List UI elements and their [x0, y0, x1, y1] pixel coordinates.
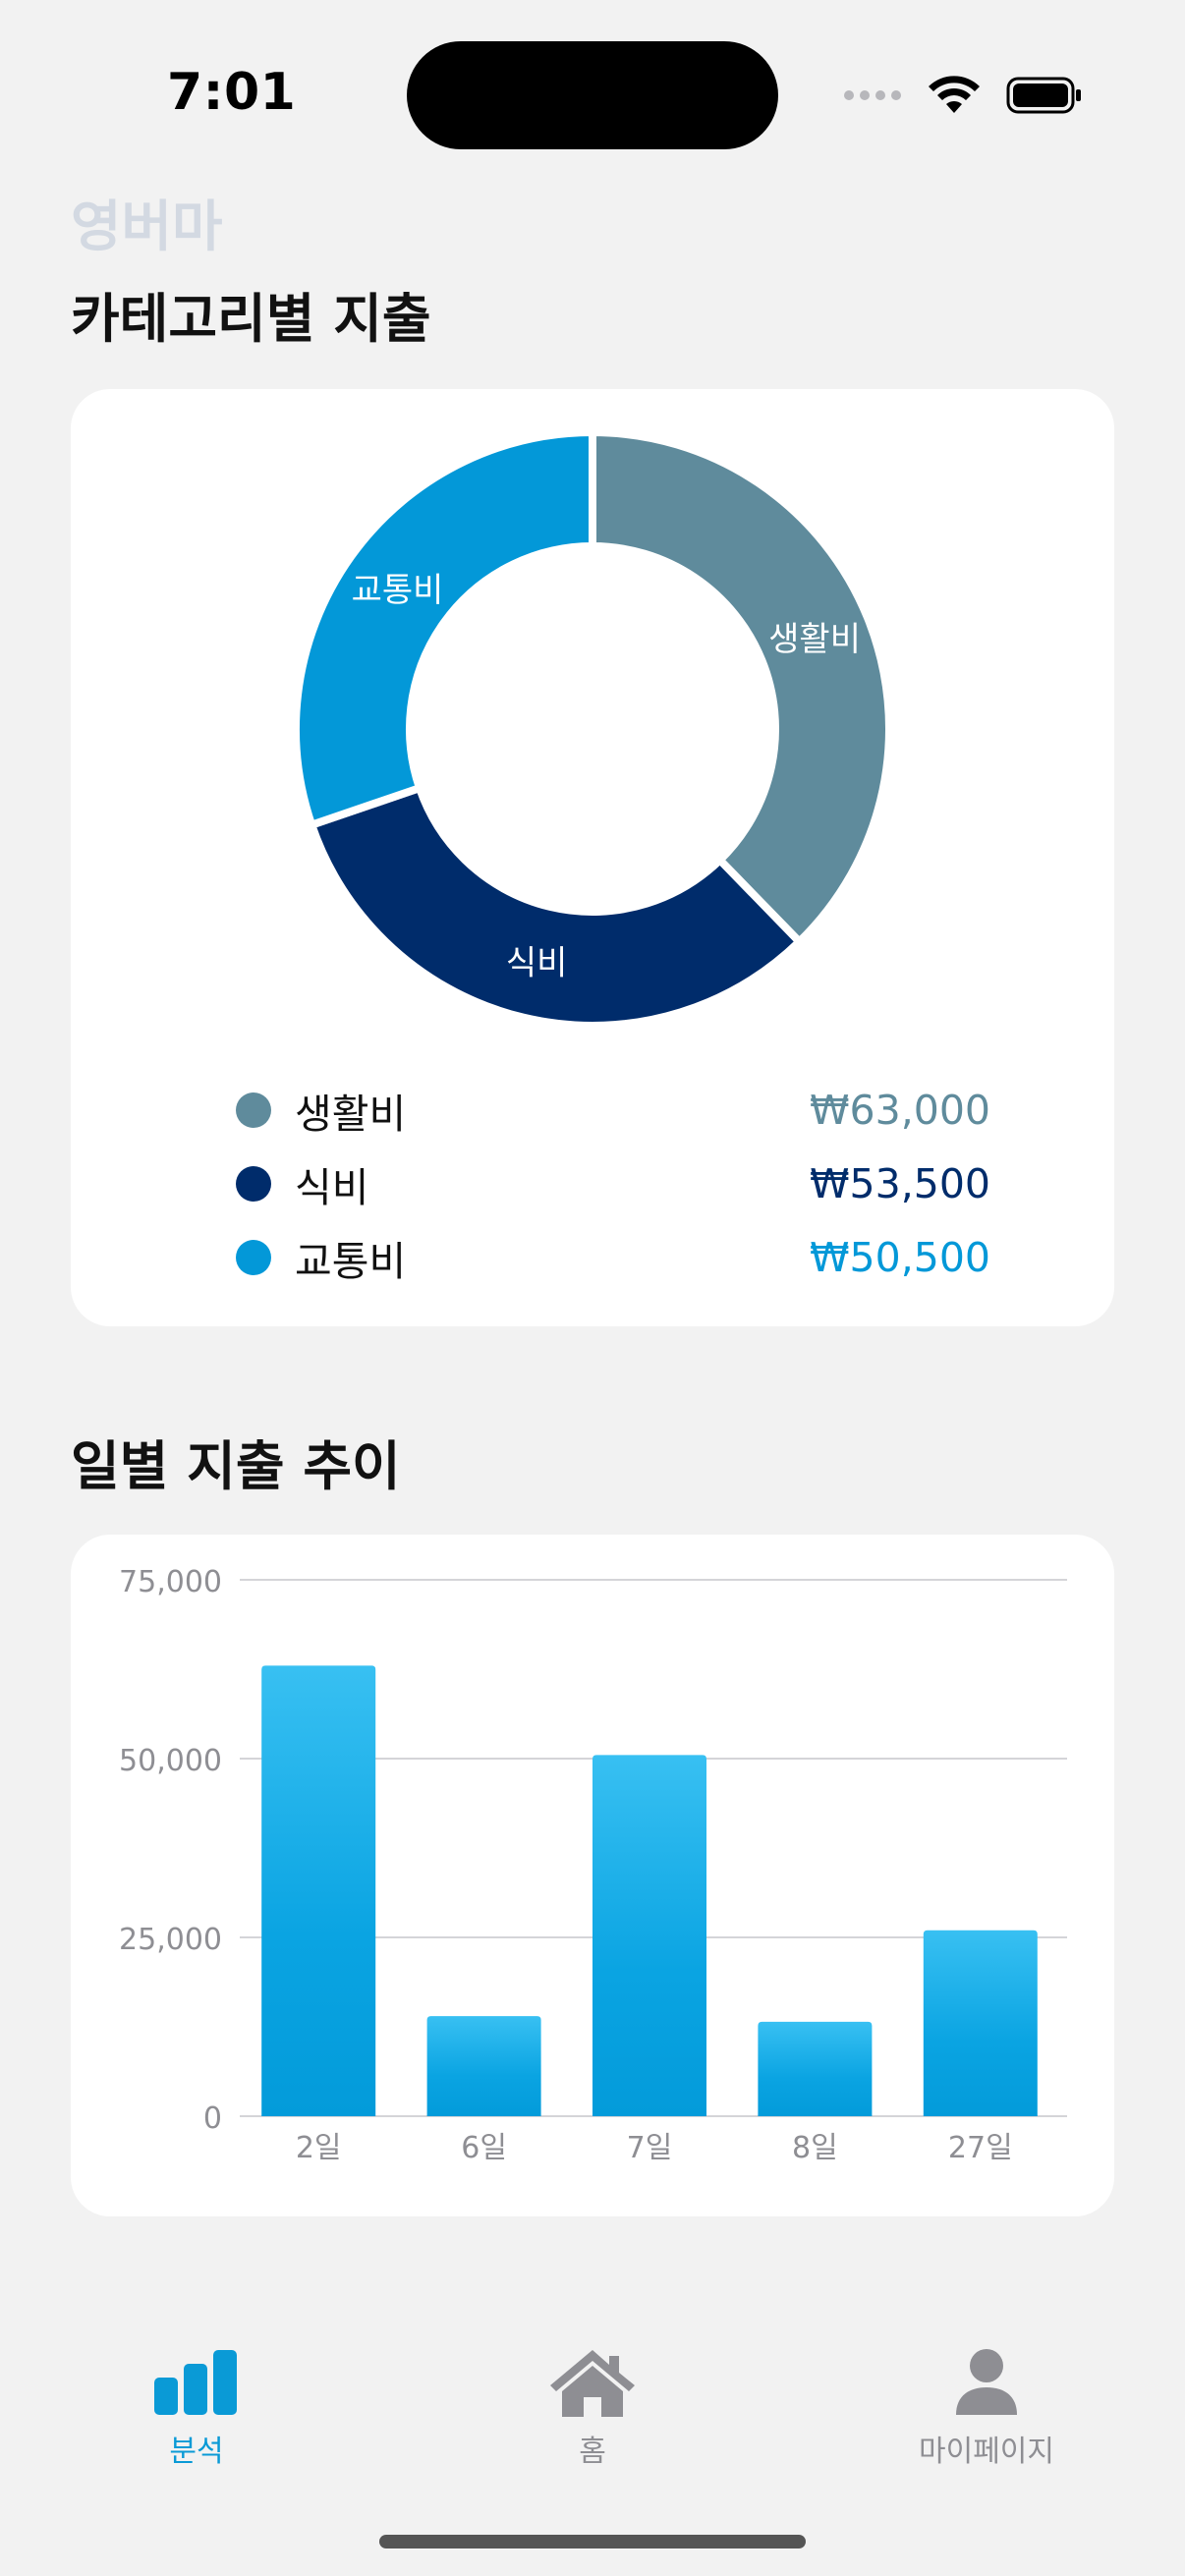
home-indicator — [379, 2535, 806, 2548]
legend-amount: ₩50,500 — [810, 1233, 990, 1281]
legend-amount: ₩63,000 — [810, 1086, 990, 1134]
donut-slice-label: 생활비 — [768, 620, 861, 659]
y-tick-label: 50,000 — [119, 1744, 222, 1778]
cellular-signal-icon — [844, 90, 901, 100]
bar-chart-icon — [154, 2350, 237, 2415]
legend-item: 생활비 ₩63,000 — [165, 1073, 1093, 1147]
category-card: 생활비 식비 교통비 생활비 ₩63,000 식비 ₩53,500 교통비 ₩50,500 — [71, 389, 1114, 1326]
donut-slice-label: 교통비 — [352, 571, 444, 610]
dynamic-island — [407, 41, 778, 149]
x-tick-label: 7일 — [627, 2131, 673, 2165]
x-tick-label: 27일 — [948, 2131, 1013, 2165]
legend-label: 교통비 — [295, 1237, 407, 1285]
legend-item: 교통비 ₩50,500 — [165, 1220, 1093, 1294]
daily-bar-chart: 0 25,000 50,000 75,000 2일 6일 7일 8일 27일 — [119, 1565, 1067, 2165]
legend-item: 식비 ₩53,500 — [165, 1147, 1093, 1220]
tab-analysis[interactable]: 분석 — [79, 2328, 314, 2486]
tab-analysis-label: 분석 — [169, 2435, 224, 2469]
category-legend: 생활비 ₩63,000 식비 ₩53,500 교통비 ₩50,500 — [165, 1073, 1093, 1294]
legend-color-dot — [236, 1165, 271, 1202]
home-icon — [550, 2350, 635, 2417]
donut-slice — [589, 427, 893, 948]
bar — [261, 1665, 376, 2116]
y-tick-label: 75,000 — [119, 1565, 222, 1599]
legend-amount: ₩53,500 — [810, 1159, 990, 1207]
wifi-icon — [929, 76, 980, 113]
app-title: 영버마 — [71, 196, 223, 259]
tab-mypage[interactable]: 마이페이지 — [869, 2328, 1104, 2486]
status-icons — [843, 71, 1083, 120]
bar — [758, 2021, 873, 2116]
donut-slice — [292, 427, 596, 830]
legend-label: 식비 — [295, 1163, 369, 1211]
tab-mypage-label: 마이페이지 — [919, 2435, 1054, 2469]
category-section-title: 카테고리별 지출 — [71, 288, 431, 350]
donut-slice — [307, 783, 806, 1030]
tab-home[interactable]: 홈 — [475, 2328, 710, 2486]
bar — [426, 2016, 541, 2116]
y-tick-label: 0 — [203, 2101, 222, 2136]
bar — [923, 1930, 1038, 2116]
x-tick-label: 8일 — [792, 2131, 838, 2165]
battery-icon — [1006, 77, 1081, 114]
x-tick-label: 2일 — [296, 2131, 342, 2165]
legend-color-dot — [236, 1239, 271, 1275]
donut-slice-label: 식비 — [506, 943, 568, 982]
person-icon — [956, 2349, 1017, 2415]
legend-label: 생활비 — [295, 1090, 407, 1138]
bar — [592, 1755, 706, 2116]
legend-color-dot — [236, 1092, 271, 1128]
tab-home-label: 홈 — [579, 2435, 606, 2469]
x-tick-label: 6일 — [461, 2131, 507, 2165]
tab-bar: 분석 홈 마이페이지 — [0, 2328, 1185, 2486]
y-tick-label: 25,000 — [119, 1923, 222, 1957]
daily-card: 0 25,000 50,000 75,000 2일 6일 7일 8일 27일 — [71, 1535, 1114, 2216]
status-time: 7:01 — [167, 63, 297, 122]
daily-section-title: 일별 지출 추이 — [71, 1435, 401, 1497]
